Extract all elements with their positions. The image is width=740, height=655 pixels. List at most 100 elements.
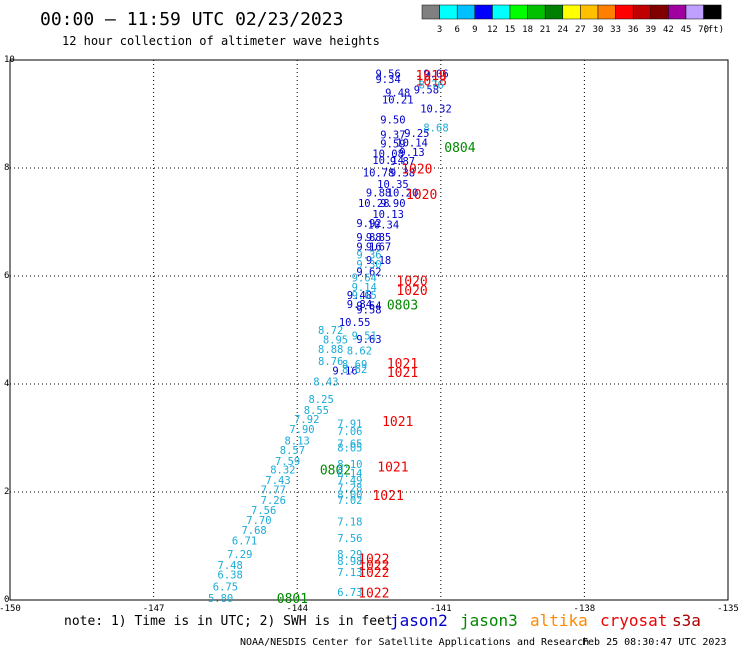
x-tick-label: -144: [286, 604, 308, 614]
color-scale-label: 18: [522, 25, 533, 35]
data-point-cryosat: 1022: [358, 553, 389, 568]
data-point-jason2: 9.56: [375, 69, 400, 81]
data-point-cryosat: 1019: [416, 69, 447, 84]
data-point-altika: 8.69: [342, 359, 367, 371]
data-point-altika: 8.14: [337, 468, 362, 480]
data-point-jason2: 10.55: [339, 317, 371, 329]
y-tick-label: 4: [4, 379, 9, 389]
data-point-altika: 8.62: [342, 364, 367, 376]
data-point-jason2: 9.06: [423, 69, 448, 81]
y-tick-label: 6: [4, 271, 9, 281]
color-scale-label: 45: [681, 25, 692, 35]
color-scale-swatch: [456, 4, 476, 20]
data-point-altika: 7.90: [289, 424, 314, 436]
data-point-jason2: 9.18: [366, 255, 391, 267]
color-scale-label: 33: [610, 25, 621, 35]
data-point-jason2: 10.35: [377, 179, 409, 191]
data-point-jason2: 10.14: [396, 138, 428, 150]
legend-altika: altika: [530, 611, 588, 630]
data-point-jason2: 10.34: [368, 220, 400, 232]
color-scale-swatch: [632, 4, 652, 20]
data-point-jason2: 9.37: [380, 130, 405, 142]
data-point-altika: 8.43: [313, 376, 338, 388]
data-point-jason2: 9.48: [385, 87, 410, 99]
x-tick-label: -147: [143, 604, 165, 614]
data-point-altika: 7.29: [227, 549, 252, 561]
y-tick-label: 10: [4, 55, 15, 65]
data-point-altika: 8.32: [270, 464, 295, 476]
color-scale-label: 27: [575, 25, 586, 35]
data-point-cryosat: 1022: [358, 566, 389, 581]
data-point-altika: 8.55: [304, 405, 329, 417]
data-point-altika: 7.65: [337, 438, 362, 450]
color-scale-label: 9: [472, 25, 477, 35]
chart-subtitle: 12 hour collection of altimeter wave hei…: [62, 34, 380, 48]
color-scale-label: 39: [645, 25, 656, 35]
data-point-cryosat: 1022: [358, 559, 389, 574]
data-point-altika: 7.49: [337, 475, 362, 487]
data-point-jason2: 9.58: [356, 304, 381, 316]
data-point-jason2: 9.88: [366, 187, 391, 199]
color-scale-unit: (ft): [702, 25, 724, 35]
color-scale-swatch: [703, 4, 722, 20]
data-points: 9.56 9.069.349.589.4810.2110.329.509.259.…: [208, 69, 476, 607]
color-scale-label: 15: [505, 25, 516, 35]
data-point-altika: 8.88: [318, 344, 343, 356]
color-scale-swatch: [580, 4, 599, 20]
color-scale-label: 24: [557, 25, 568, 35]
data-point-jason2: 9.25: [404, 128, 429, 140]
data-point-altika: 9.14: [352, 282, 377, 294]
color-scale-swatch: [544, 4, 564, 20]
color-scale-swatch: [439, 4, 458, 20]
data-point-altika: 9.64: [352, 273, 377, 285]
color-scale-label: 70: [698, 25, 709, 35]
data-point-jason2: 9.16: [356, 241, 381, 253]
color-scale-swatch: [615, 4, 634, 20]
data-point-altika: 7.70: [246, 515, 271, 527]
data-point-altika: 5.80: [208, 593, 233, 605]
data-point-altika: 7.26: [261, 495, 286, 507]
color-scale-label: 3: [437, 25, 442, 35]
data-point-altika: 8.72: [318, 325, 343, 337]
data-point-altika: 7.02: [337, 495, 362, 507]
footer-credit: NOAA/NESDIS Center for Satellite Applica…: [240, 637, 589, 648]
legend-jason3: jason3: [460, 611, 518, 630]
color-scale-label: 42: [663, 25, 674, 35]
data-point-altika: 8.05: [337, 443, 362, 455]
data-point-altika: 8.76: [318, 356, 343, 368]
satellite-legend: jason2 jason3 altika cryosat s3a: [390, 611, 701, 630]
data-point-jason2: 9.62: [356, 267, 381, 279]
data-point-altika: 7.43: [265, 475, 290, 487]
color-scale-swatch: [474, 4, 493, 20]
data-point-jason2: 9.58: [414, 85, 439, 97]
data-point-cryosat: 1018: [416, 75, 447, 90]
data-point-altika: 8.13: [285, 436, 310, 448]
data-point-jason2: 10.21: [382, 94, 414, 106]
data-point-jason2: 9.54: [356, 301, 381, 313]
data-point-altika: 7.68: [241, 525, 266, 537]
data-point-altika: 8.29: [337, 549, 362, 561]
plot-area: 0 2 4 6 8 10 -150 -147 -144 -141 -138 -135 9.56 9.0…: [0, 55, 739, 614]
data-point-altika: 8.25: [308, 394, 333, 406]
data-point-jason2: 9.88: [356, 232, 381, 244]
data-point-jason2: 10.14: [372, 155, 404, 167]
y-tick-label: 2: [4, 487, 9, 497]
data-point-jason2: 9.50: [380, 114, 405, 126]
data-point-jason2: 9.34: [375, 74, 400, 86]
data-point-altika: 7.13: [337, 567, 362, 579]
data-point-altika: 7.56: [251, 505, 276, 517]
data-point-altika: 9.51: [352, 330, 377, 342]
data-point-jason2: 10.08: [372, 148, 404, 160]
data-point-altika: 6.38: [218, 570, 243, 582]
chart-title: 00:00 – 11:59 UTC 02/23/2023: [40, 9, 343, 30]
data-point-jason2: 10.32: [420, 104, 452, 116]
data-point-jason2: 9.13: [399, 147, 424, 159]
color-scale-swatch: [509, 4, 528, 20]
data-point-jason3: 0802: [320, 463, 351, 478]
plot-frame: [9, 59, 729, 601]
data-point-altika: 8.00: [337, 490, 362, 502]
data-point-jason2: 9.90: [380, 198, 405, 210]
color-scale-swatch: [527, 4, 546, 20]
